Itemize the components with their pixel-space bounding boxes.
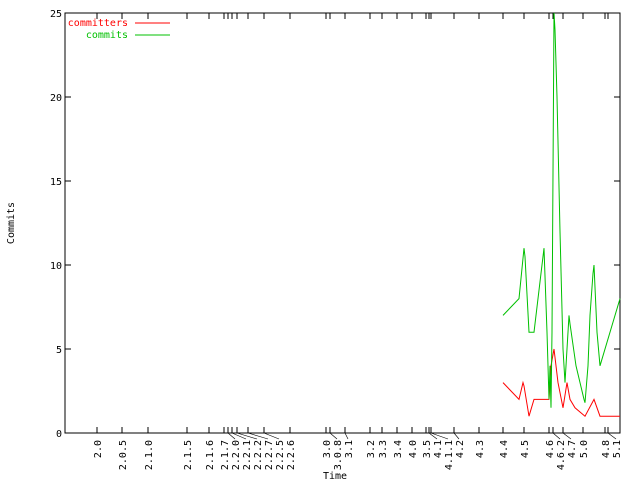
y-tick-label: 5: [56, 345, 62, 356]
x-axis-label: Time: [323, 471, 347, 480]
x-tick-leader: [430, 432, 449, 440]
x-tick-label: 4.7: [567, 440, 578, 458]
x-tick-label: 2.0.5: [118, 440, 129, 470]
x-tick-label: 2.1.0: [144, 440, 155, 470]
x-tick-leader: [247, 432, 269, 440]
x-tick-leader: [329, 432, 338, 440]
x-tick-label: 3.1: [344, 440, 355, 458]
legend-label-commits: commits: [86, 30, 128, 41]
x-tick-label: 2.2.6: [286, 440, 297, 470]
y-tick-label: 25: [50, 9, 62, 20]
x-tick-label: 2.1.7: [220, 440, 231, 470]
x-tick-label: 4.1: [433, 440, 444, 458]
x-tick-label: 4.0: [408, 440, 419, 458]
x-tick-leader: [552, 432, 561, 440]
x-tick-leader: [453, 432, 460, 440]
x-tick-leader: [562, 432, 572, 440]
x-tick-label: 4.6.2: [556, 440, 567, 470]
legend-label-committers: committers: [68, 18, 128, 29]
x-tick-leader: [263, 432, 280, 440]
x-tick-label: 3.0: [322, 440, 333, 458]
x-tick-label: 4.5: [520, 440, 531, 458]
y-tick-label: 20: [50, 93, 62, 104]
x-tick-label: 3.3: [378, 440, 389, 458]
x-tick-label: 4.2: [455, 440, 466, 458]
x-tick-label: 4.3: [475, 440, 486, 458]
x-tick-label: 2.1.5: [183, 440, 194, 470]
x-tick-label: 2.2.5: [275, 440, 286, 470]
y-tick-label: 15: [50, 177, 62, 188]
x-tick-label: 4.1.1: [444, 440, 455, 470]
x-tick-leader: [344, 432, 349, 440]
x-tick-label: 4.8: [601, 440, 612, 458]
x-tick-label: 2.2.0: [231, 440, 242, 470]
x-tick-label: 2.2.1: [242, 440, 253, 470]
x-tick-leader: [236, 432, 258, 440]
x-tick-label: 2.1.6: [205, 440, 216, 470]
x-tick-leader: [607, 432, 617, 440]
x-tick-label: 4.6: [545, 440, 556, 458]
x-tick-label: 3.2: [366, 440, 377, 458]
plot-frame: [64, 12, 621, 434]
x-tick-leader: [227, 432, 236, 440]
y-tick-label: 10: [50, 261, 62, 272]
x-tick-leader: [231, 432, 247, 440]
x-tick-label: 3.0.8: [333, 440, 344, 470]
x-tick-label: 5.0: [579, 440, 590, 458]
y-axis-label: Commits: [6, 202, 17, 244]
x-tick-label: 2.0: [93, 440, 104, 458]
x-tick-label: 2.2.2: [253, 440, 264, 470]
x-tick-label: 3.5: [422, 440, 433, 458]
x-tick-label: 2.2.7: [264, 440, 275, 470]
x-tick-label: 4.4: [499, 440, 510, 458]
x-tick-leader: [428, 432, 438, 440]
x-tick-label: 3.4: [393, 440, 404, 458]
y-tick-label: 0: [56, 429, 62, 440]
x-tick-label: 5.1: [612, 440, 623, 458]
series-line-commits: [502, 12, 621, 408]
